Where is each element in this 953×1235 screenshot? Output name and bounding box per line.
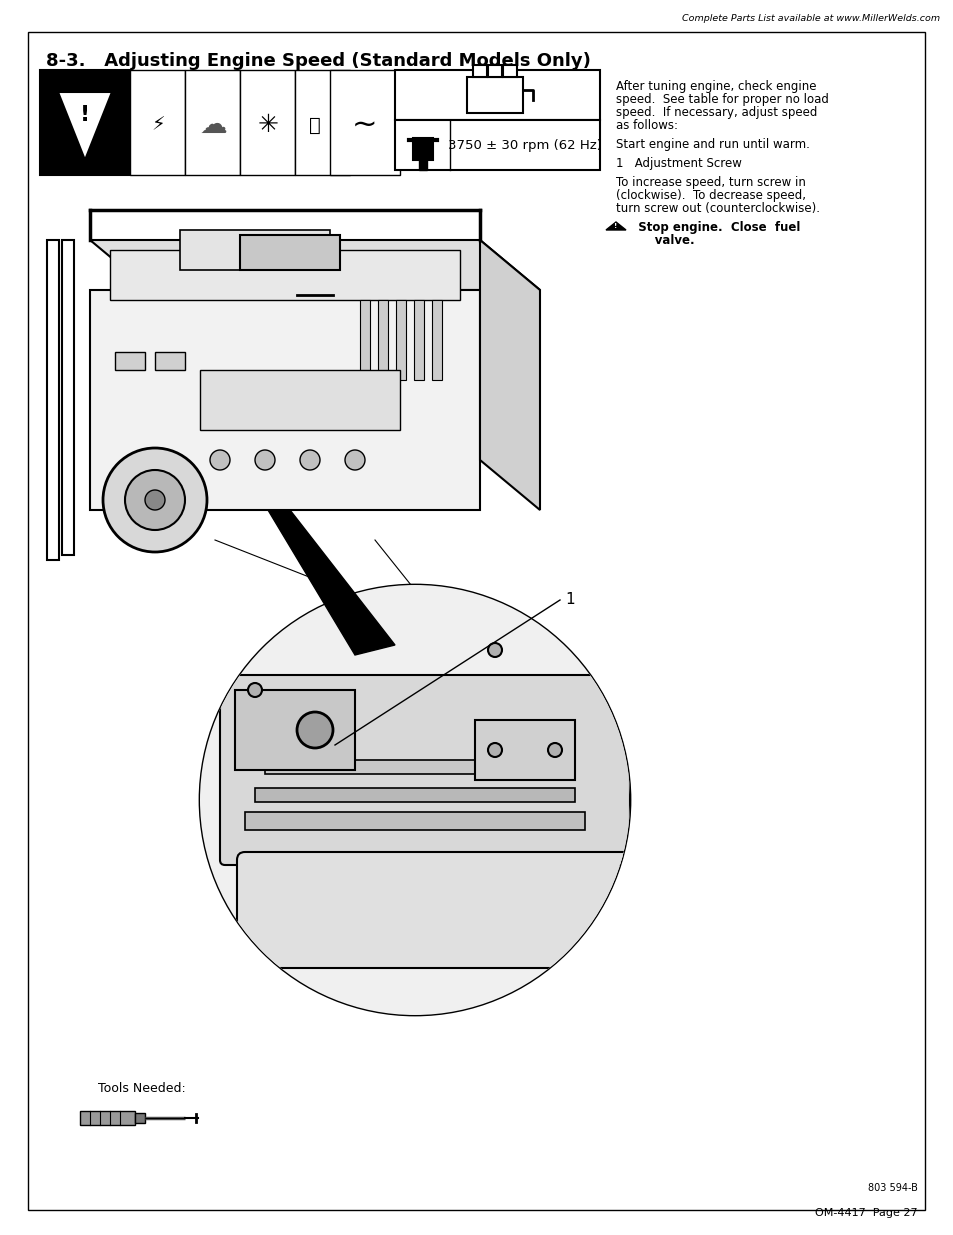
Bar xyxy=(245,811,584,830)
Bar xyxy=(47,240,59,559)
Text: ☁: ☁ xyxy=(199,111,227,140)
Bar xyxy=(330,70,399,175)
Text: After tuning engine, check engine: After tuning engine, check engine xyxy=(616,80,816,93)
Circle shape xyxy=(248,683,262,697)
FancyBboxPatch shape xyxy=(236,852,642,968)
Bar xyxy=(377,300,388,380)
Text: speed.  See table for proper no load: speed. See table for proper no load xyxy=(616,93,828,106)
Bar xyxy=(359,300,370,380)
Bar xyxy=(185,70,240,175)
Bar xyxy=(90,290,479,510)
Text: 803 594-B: 803 594-B xyxy=(867,1183,917,1193)
Bar xyxy=(473,65,486,77)
Polygon shape xyxy=(58,91,112,161)
Text: Tools Needed:: Tools Needed: xyxy=(98,1082,186,1095)
FancyBboxPatch shape xyxy=(220,676,629,864)
Bar xyxy=(265,760,564,774)
Text: ⚡: ⚡ xyxy=(151,116,165,135)
Bar xyxy=(413,138,433,161)
Circle shape xyxy=(296,713,333,748)
Bar xyxy=(294,70,350,175)
Circle shape xyxy=(145,490,165,510)
Bar xyxy=(135,1113,145,1123)
Polygon shape xyxy=(605,222,625,230)
Text: speed.  If necessary, adjust speed: speed. If necessary, adjust speed xyxy=(616,106,817,119)
Bar xyxy=(200,370,399,430)
Bar xyxy=(414,300,423,380)
Bar xyxy=(130,70,185,175)
Text: Stop engine.  Close  fuel: Stop engine. Close fuel xyxy=(629,221,800,233)
Circle shape xyxy=(200,585,629,1015)
Bar xyxy=(80,1112,135,1125)
Bar xyxy=(154,352,185,370)
Bar xyxy=(240,70,294,175)
Bar xyxy=(467,77,522,112)
Text: Complete Parts List available at www.MillerWelds.com: Complete Parts List available at www.Mil… xyxy=(681,14,939,23)
Circle shape xyxy=(299,450,319,471)
Text: as follows:: as follows: xyxy=(616,119,678,132)
Circle shape xyxy=(547,743,561,757)
Circle shape xyxy=(488,743,501,757)
Circle shape xyxy=(254,450,274,471)
Circle shape xyxy=(210,450,230,471)
Text: !: ! xyxy=(80,105,90,125)
Bar xyxy=(475,720,575,781)
Bar xyxy=(502,65,517,77)
Text: ~: ~ xyxy=(352,110,377,140)
Bar xyxy=(234,690,355,769)
Bar xyxy=(240,235,339,270)
Circle shape xyxy=(200,585,629,1015)
Text: Start engine and run until warm.: Start engine and run until warm. xyxy=(616,138,809,151)
Text: 🔥: 🔥 xyxy=(309,116,320,135)
Circle shape xyxy=(125,471,185,530)
Text: turn screw out (counterclockwise).: turn screw out (counterclockwise). xyxy=(616,203,820,215)
Text: (clockwise).  To decrease speed,: (clockwise). To decrease speed, xyxy=(616,189,805,203)
Text: 8-3.   Adjusting Engine Speed (Standard Models Only): 8-3. Adjusting Engine Speed (Standard Mo… xyxy=(46,52,590,70)
Bar xyxy=(40,70,130,175)
Text: OM-4417  Page 27: OM-4417 Page 27 xyxy=(815,1208,917,1218)
Text: ✳: ✳ xyxy=(257,112,278,137)
Bar xyxy=(180,230,330,270)
Circle shape xyxy=(103,448,207,552)
Bar xyxy=(418,158,427,170)
Polygon shape xyxy=(90,240,539,290)
Text: valve.: valve. xyxy=(629,233,694,247)
Circle shape xyxy=(345,450,365,471)
Circle shape xyxy=(488,643,501,657)
Text: 3750 ± 30 rpm (62 Hz): 3750 ± 30 rpm (62 Hz) xyxy=(448,138,601,152)
Text: 1   Adjustment Screw: 1 Adjustment Screw xyxy=(616,157,741,170)
Bar xyxy=(488,65,501,77)
Bar xyxy=(395,300,406,380)
Text: 1: 1 xyxy=(564,593,574,608)
Bar xyxy=(115,352,145,370)
Bar xyxy=(110,249,459,300)
Bar xyxy=(395,70,599,120)
Polygon shape xyxy=(268,510,395,655)
Bar xyxy=(395,120,599,170)
Bar xyxy=(432,300,441,380)
Text: To increase speed, turn screw in: To increase speed, turn screw in xyxy=(616,177,805,189)
Bar xyxy=(62,240,74,555)
Bar xyxy=(254,788,575,802)
Text: !: ! xyxy=(614,224,617,228)
Polygon shape xyxy=(479,240,539,510)
